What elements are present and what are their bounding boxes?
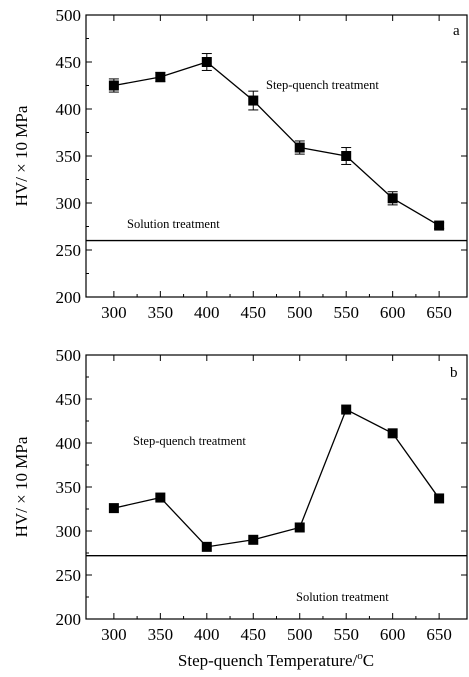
x-axis-title-degree: o	[357, 650, 363, 662]
x-tick-label: 350	[148, 625, 174, 644]
x-tick-label: 300	[101, 303, 127, 322]
y-tick-label: 250	[56, 241, 82, 260]
data-point	[201, 57, 212, 67]
y-tick-label: 500	[56, 346, 82, 365]
panel-a-solution-treatment-label: Solution treatment	[127, 217, 220, 231]
x-tick-label: 350	[148, 303, 174, 322]
panel-b-step-quench-annotation: Step-quench treatment	[133, 434, 246, 448]
x-tick-label: 400	[194, 303, 220, 322]
y-tick-label: 350	[56, 478, 82, 497]
panel-b-letter: b	[450, 365, 458, 381]
y-tick-label: 200	[56, 288, 82, 307]
x-tick-label: 500	[287, 303, 313, 322]
panel-a-tick-labels: 300 350 400 450 500 550 600 650 200 250 300 350 400 4…	[56, 6, 452, 322]
data-point	[341, 404, 352, 415]
y-tick-label: 250	[56, 566, 82, 585]
series-line	[113, 408, 440, 548]
panel-a-plot-frame	[85, 14, 468, 298]
data-point	[294, 522, 305, 533]
y-tick-label: 200	[56, 610, 82, 629]
panel-a-step-quench-annotation: Step-quench treatment	[266, 78, 379, 92]
y-tick-label: 400	[56, 434, 82, 453]
x-tick-label: 650	[426, 625, 452, 644]
y-tick-label: 500	[56, 6, 82, 25]
y-tick-label: 300	[56, 194, 82, 213]
panel-a-chart: 300 350 400 450 500 550 600 650 200 250 300 350 400 4…	[12, 6, 468, 322]
panel-b-solution-treatment-label: Solution treatment	[296, 590, 389, 604]
panel-a-series	[108, 53, 445, 231]
y-tick-label: 300	[56, 522, 82, 541]
x-tick-label: 600	[380, 303, 406, 322]
panel-b-x-axis-title: Step-quench Temperature/oC	[178, 650, 374, 670]
x-tick-label: 300	[101, 625, 127, 644]
data-point	[108, 503, 119, 514]
data-point	[155, 72, 166, 83]
data-point	[248, 534, 259, 545]
data-point	[294, 142, 305, 153]
data-point	[201, 541, 212, 552]
panel-b-series	[108, 404, 445, 552]
data-point	[248, 95, 259, 106]
x-tick-label: 550	[333, 303, 359, 322]
data-point	[434, 220, 445, 231]
panel-b-ticks	[86, 354, 467, 620]
y-tick-label: 450	[56, 53, 82, 72]
panel-b-chart: 300 350 400 450 500 550 600 650 200 250 300 350 400 4…	[12, 346, 468, 670]
y-tick-label: 450	[56, 390, 82, 409]
data-point	[387, 428, 398, 439]
x-tick-label: 550	[333, 625, 359, 644]
x-axis-title-unit: C	[363, 651, 374, 670]
x-tick-label: 500	[287, 625, 313, 644]
x-tick-label: 400	[194, 625, 220, 644]
series-line	[113, 61, 440, 227]
x-axis-title-text: Step-quench Temperature/	[178, 651, 358, 670]
panel-b-tick-labels: 300 350 400 450 500 550 600 650 200 250 300 350 400 4…	[56, 346, 452, 644]
x-tick-label: 450	[241, 625, 267, 644]
data-point	[108, 80, 119, 91]
data-point	[387, 193, 398, 204]
y-tick-label: 350	[56, 147, 82, 166]
panel-a-ticks	[86, 14, 467, 298]
panel-b-y-axis-title: HV/ × 10 MPa	[12, 436, 31, 537]
y-tick-label: 400	[56, 100, 82, 119]
data-point	[155, 492, 166, 503]
data-point	[341, 151, 352, 161]
x-tick-label: 450	[241, 303, 267, 322]
panel-a-letter: a	[453, 23, 460, 39]
x-tick-label: 600	[380, 625, 406, 644]
panel-a-y-axis-title: HV/ × 10 MPa	[12, 105, 31, 206]
x-tick-label: 650	[426, 303, 452, 322]
panel-b-plot-frame	[85, 354, 468, 620]
data-point	[434, 493, 445, 504]
